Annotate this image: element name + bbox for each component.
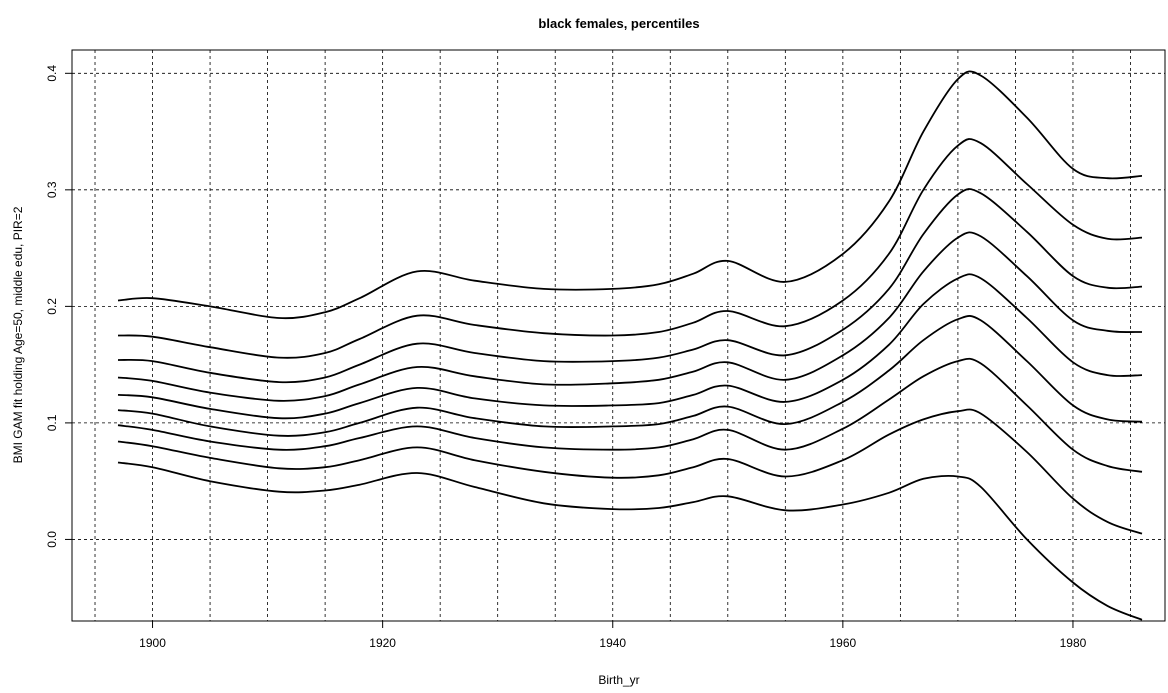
y-tick-label: 0.3 <box>45 181 59 198</box>
y-tick-label: 0.1 <box>45 414 59 431</box>
series-line-3 <box>117 188 1143 384</box>
series-line-1 <box>117 70 1143 320</box>
x-tick-label: 1940 <box>599 636 626 650</box>
chart-title: black females, percentiles <box>538 16 699 31</box>
y-tick-label: 0.2 <box>45 298 59 315</box>
y-tick-label: 0.0 <box>45 531 59 548</box>
series-line-2 <box>117 138 1143 359</box>
y-tick-label: 0.4 <box>45 65 59 82</box>
x-tick-label: 1920 <box>369 636 396 650</box>
series-line-8 <box>117 408 1143 535</box>
y-axis-label: BMI GAM fit holding Age=50, middle edu, … <box>11 206 25 463</box>
series-line-6 <box>117 315 1143 437</box>
x-tick-label: 1960 <box>830 636 857 650</box>
x-tick-label: 1900 <box>139 636 166 650</box>
series-line-9 <box>117 461 1143 621</box>
series-line-5 <box>117 273 1143 420</box>
x-axis-label: Birth_yr <box>598 673 639 687</box>
x-tick-label: 1980 <box>1060 636 1087 650</box>
y-axis: 0.0 0.1 0.2 0.3 0.4 <box>45 65 72 548</box>
series-line-4 <box>117 231 1143 402</box>
series-line-7 <box>117 357 1143 473</box>
series-group <box>117 70 1143 621</box>
plot-frame <box>71 49 1166 622</box>
x-axis: 1900 1920 1940 1960 1980 <box>139 621 1087 650</box>
